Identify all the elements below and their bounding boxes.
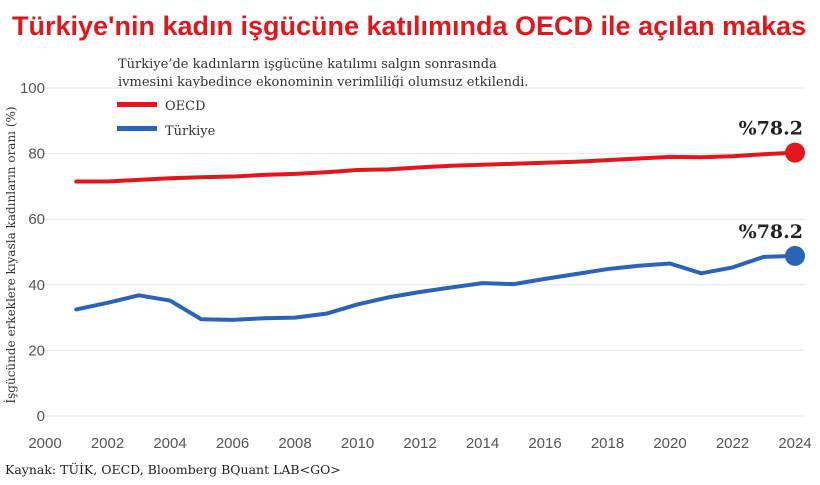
chart-subtitle-line-1: Türkiye’de kadınların işgücüne katılımı …: [118, 57, 497, 72]
legend-swatch-turkiye: [117, 126, 157, 131]
y-axis-ticks: 0 20 40 60 80 100: [20, 80, 45, 425]
y-tick-label: 20: [28, 342, 45, 359]
chart-subtitle-line-2: ivmesini kaybedince ekonominin verimlili…: [118, 75, 529, 90]
legend: OECD Türkiye: [117, 99, 216, 139]
y-tick-label: 80: [28, 146, 45, 163]
x-tick-label: 2002: [91, 435, 124, 452]
legend-label-oecd: OECD: [165, 99, 206, 114]
x-tick-label: 2014: [466, 435, 499, 452]
legend-swatch-oecd: [117, 102, 157, 107]
x-tick-label: 2018: [591, 435, 624, 452]
end-label-oecd: %78.2: [739, 118, 803, 140]
y-tick-label: 60: [28, 211, 45, 228]
x-tick-label: 2004: [153, 435, 186, 452]
end-marker-turkiye: [785, 245, 805, 266]
x-tick-label: 2022: [716, 435, 749, 452]
y-tick-label: 40: [28, 277, 45, 294]
x-tick-label: 2020: [653, 435, 686, 452]
legend-label-turkiye: Türkiye: [165, 124, 216, 139]
series-line-turkiye: [74, 253, 797, 322]
x-tick-label: 2000: [28, 435, 61, 452]
x-tick-label: 2012: [403, 435, 436, 452]
y-axis-label: İşgücünde erkeklere kıyasla kadınların o…: [3, 106, 18, 403]
end-marker-oecd: [785, 142, 805, 163]
end-label-turkiye: %78.2: [739, 221, 803, 243]
series-lines: [74, 142, 805, 322]
y-tick-label: 0: [37, 408, 45, 425]
end-labels: %78.2 %78.2: [739, 118, 803, 243]
x-tick-label: 2016: [528, 435, 561, 452]
y-tick-label: 100: [20, 80, 45, 97]
x-tick-label: 2008: [278, 435, 311, 452]
source-note: Kaynak: TÜİK, OECD, Bloomberg BQuant LAB…: [5, 461, 341, 477]
x-tick-label: 2024: [778, 435, 811, 452]
x-axis-ticks: 2000 2002 2004 2006 2008 2010 2012 2014 2016 2018…: [28, 435, 811, 452]
chart-title: Türkiye'nin kadın işgücüne katılımında O…: [12, 11, 806, 41]
x-tick-label: 2010: [341, 435, 374, 452]
series-line-oecd: [74, 150, 797, 184]
x-tick-label: 2006: [216, 435, 249, 452]
gridlines: [40, 87, 805, 417]
